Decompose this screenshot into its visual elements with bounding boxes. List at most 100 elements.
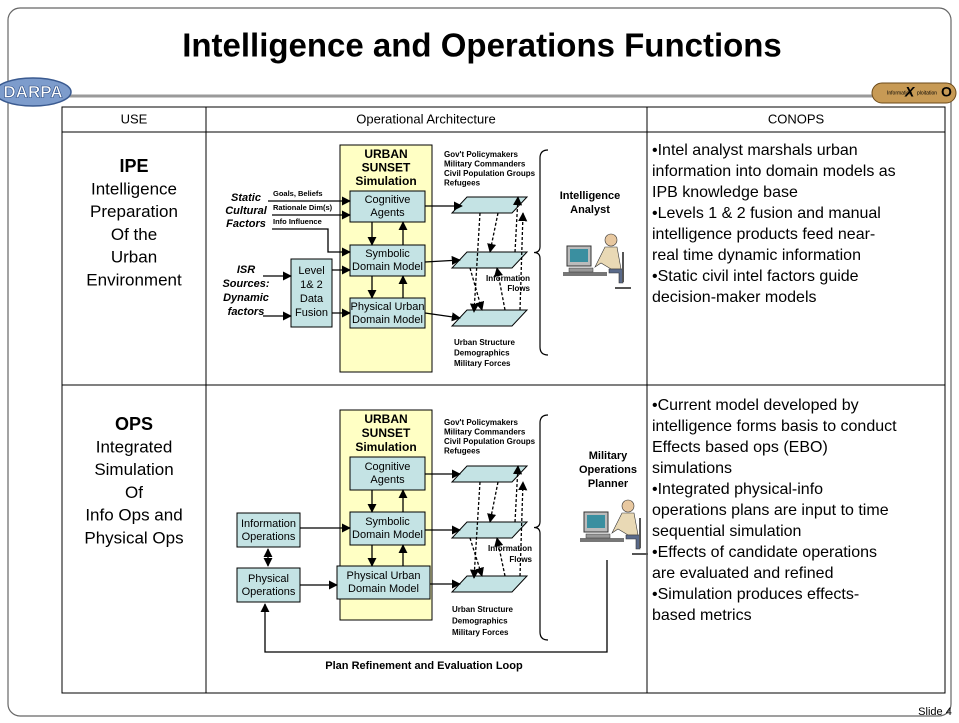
icon-screen	[570, 249, 588, 262]
use-abbr: IPE	[119, 156, 148, 176]
column-header: USE	[121, 111, 148, 126]
logo-right-text: Information	[887, 90, 912, 96]
conops-line: based metrics	[652, 607, 752, 624]
box-label: Cognitive	[365, 461, 411, 473]
use-text: Simulation	[94, 460, 173, 479]
conops-line: •Static civil intel factors guide	[652, 268, 859, 285]
arrow	[469, 481, 481, 579]
actor-label: Intelligence	[560, 190, 621, 202]
group-label: Refugees	[444, 447, 481, 456]
box-label: Data	[300, 293, 324, 305]
physical-box	[336, 565, 431, 600]
simulation-label: SUNSET	[362, 426, 411, 440]
symbolic-box	[349, 511, 426, 546]
conops-line: IPB knowledge base	[652, 184, 798, 201]
column-header: CONOPS	[768, 111, 825, 126]
conops-line: operations plans are input to time	[652, 502, 889, 519]
conops-line: sequential simulation	[652, 523, 801, 540]
logo-left-text: DARPA	[3, 82, 62, 101]
box-label: Domain Model	[352, 529, 423, 541]
arrow	[260, 560, 608, 653]
conops-line: simulations	[652, 460, 732, 477]
brace	[533, 414, 549, 641]
factor-label: Dynamic	[223, 292, 269, 304]
arrow	[424, 255, 461, 266]
arrow	[469, 212, 481, 313]
use-text: Environment	[86, 270, 182, 289]
box-label: Symbolic	[365, 248, 410, 260]
group-label: Refugees	[444, 179, 481, 188]
flows-label: Flows	[509, 555, 532, 564]
logo-right-text: O	[941, 84, 952, 100]
conops-line: •Effects of candidate operations	[652, 544, 877, 561]
info-ops-box	[236, 512, 301, 548]
arrow	[272, 228, 351, 257]
group-label: Urban Structure	[452, 605, 513, 614]
group-label: Demographics	[452, 617, 508, 626]
icon-head	[604, 233, 618, 247]
simulation-label: SUNSET	[362, 161, 411, 175]
flows-label: Flows	[507, 284, 530, 293]
use-text: Physical Ops	[84, 528, 183, 547]
conops-line: decision-maker models	[652, 289, 817, 306]
input-label: Rationale Dim(s)	[273, 203, 333, 212]
conops-line: intelligence products feed near-	[652, 226, 875, 243]
logo-right	[871, 82, 957, 104]
brace	[533, 149, 549, 356]
box-label: Fusion	[295, 307, 328, 319]
arrow	[518, 481, 528, 577]
arrow	[494, 267, 506, 311]
slide-number: Slide 4	[918, 706, 952, 718]
actor-label: Analyst	[570, 204, 610, 216]
group-label: Gov't Policymakers	[444, 418, 518, 427]
group-label: Military Forces	[452, 628, 509, 637]
icon-desk	[563, 272, 607, 276]
icon-chair	[632, 518, 648, 555]
box-label: Cognitive	[365, 194, 411, 206]
icon-keyboard	[568, 267, 594, 273]
arrow	[494, 537, 506, 577]
group-label: Civil Population Groups	[444, 437, 536, 446]
use-abbr: OPS	[115, 414, 153, 434]
group-label: Demographics	[454, 349, 510, 358]
icon-desk	[580, 538, 624, 542]
conops-line: real time dynamic information	[652, 247, 861, 264]
conops-line: information into domain models as	[652, 163, 896, 180]
box-label: 1& 2	[300, 279, 323, 291]
arrow	[513, 196, 523, 253]
box-label: Domain Model	[348, 583, 419, 595]
loop-label: Plan Refinement and Evaluation Loop	[325, 660, 523, 672]
cognitive-box	[349, 190, 426, 223]
column-header: Operational Architecture	[356, 111, 495, 126]
phys-ops-box	[236, 567, 301, 603]
use-text: Urban	[111, 248, 157, 267]
input-label: Info Influence	[273, 217, 322, 226]
actor-label: Planner	[588, 478, 629, 490]
logo-right-text: X	[904, 84, 916, 100]
group-label: Civil Population Groups	[444, 169, 536, 178]
conops-line: •Integrated physical-info	[652, 481, 823, 498]
use-text: Preparation	[90, 202, 178, 221]
fusion-box	[290, 258, 333, 328]
simulation-label: Simulation	[355, 440, 416, 454]
group-label: Military Commanders	[444, 160, 526, 169]
logo-right-text: ploitation	[917, 90, 937, 96]
arrow	[469, 537, 484, 577]
box-label: Operations	[242, 586, 296, 598]
box-label: Physical Urban	[351, 301, 425, 313]
use-text: Of the	[111, 225, 157, 244]
group-label: Military Commanders	[444, 428, 526, 437]
conops-line: Effects based ops (EBO)	[652, 439, 828, 456]
box-label: Domain Model	[352, 314, 423, 326]
factor-label: Factors	[226, 218, 266, 230]
icon-chair	[615, 252, 631, 289]
box-label: Level	[298, 265, 324, 277]
use-text: Of	[125, 483, 143, 502]
arrow	[487, 481, 499, 523]
symbolic-box	[349, 244, 426, 277]
icon-head	[621, 499, 635, 513]
box-label: Physical Urban	[347, 570, 421, 582]
simulation-label: URBAN	[364, 412, 407, 426]
icon-keyboard	[585, 533, 611, 539]
